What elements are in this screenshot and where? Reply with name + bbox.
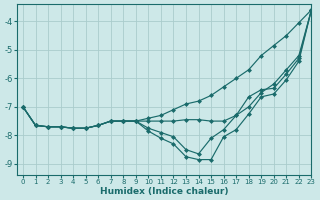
X-axis label: Humidex (Indice chaleur): Humidex (Indice chaleur) <box>100 187 228 196</box>
